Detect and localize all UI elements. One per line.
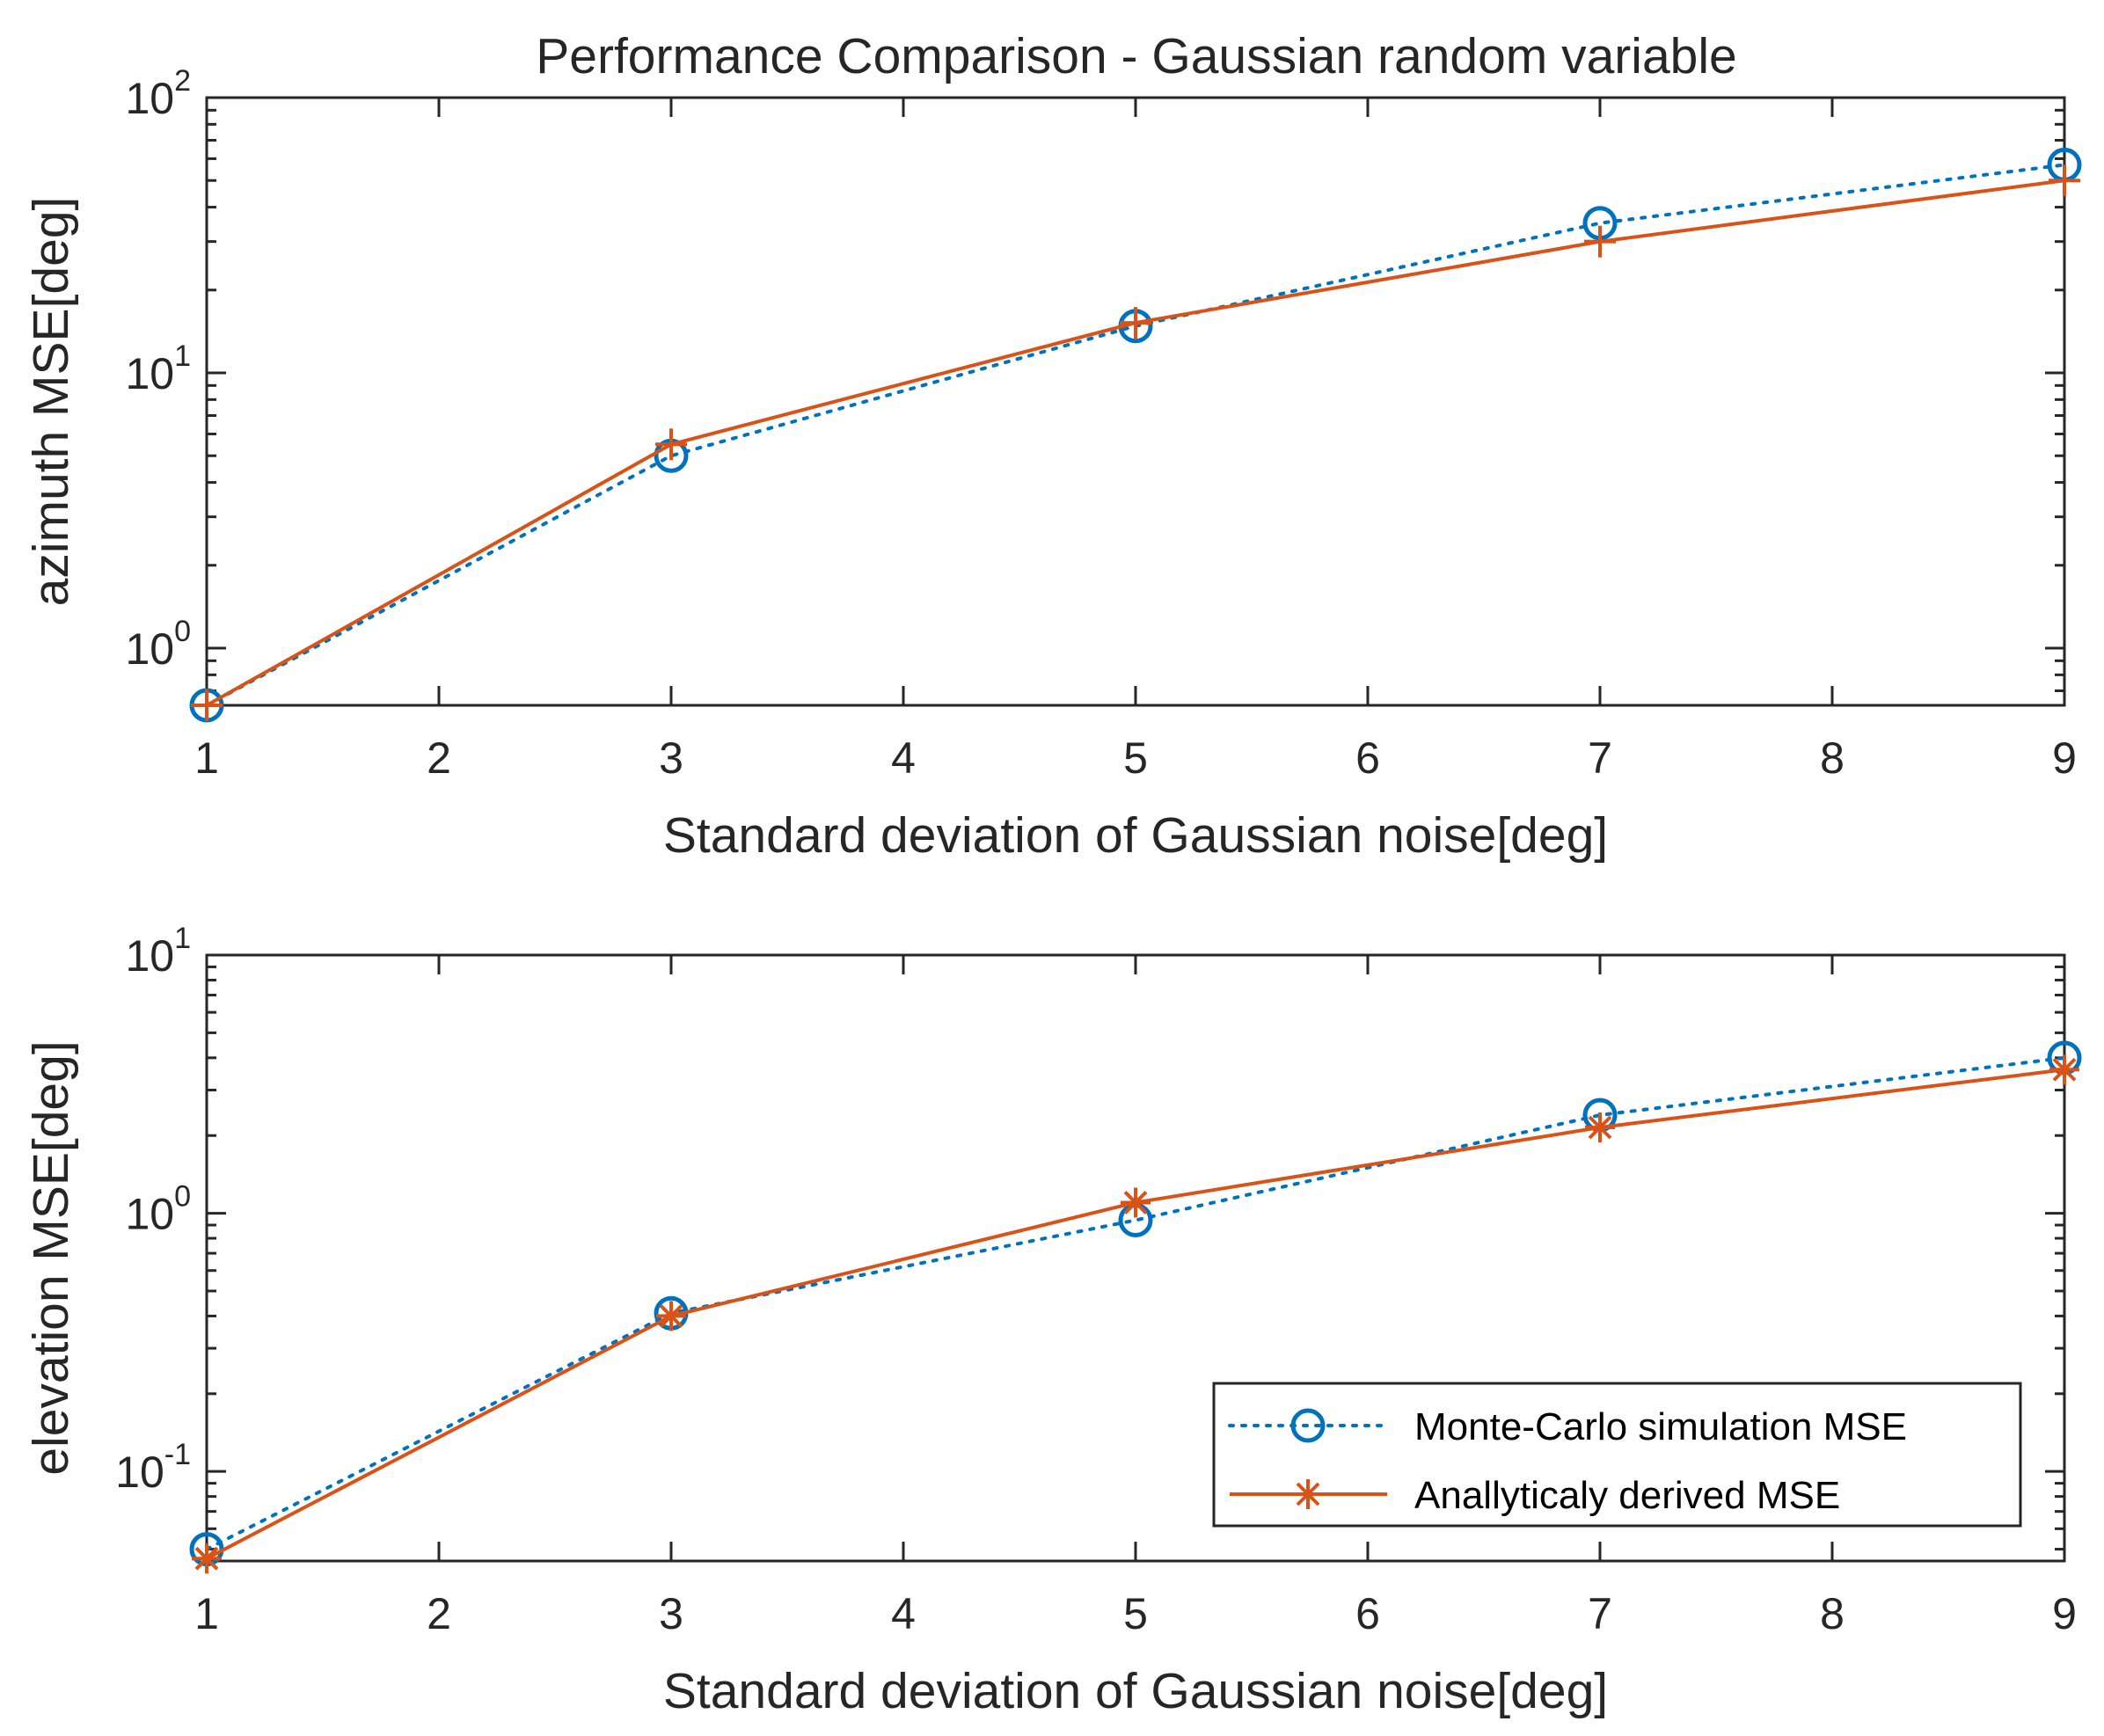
legend-label: Anallyticaly derived MSE	[1414, 1474, 1840, 1517]
data-point	[656, 1301, 686, 1331]
x-tick-label: 3	[659, 733, 683, 783]
series-line	[206, 179, 2065, 707]
data-point	[1585, 1112, 1615, 1142]
data-point	[192, 1543, 222, 1574]
axes-box	[205, 96, 2066, 707]
x-tick-label: 5	[1123, 733, 1148, 783]
y-axis-label: elevation MSE[deg]	[23, 1040, 79, 1475]
y-tick-exponent: 1	[174, 339, 191, 373]
x-tick-label: 1	[194, 733, 219, 783]
y-tick-base: 10	[125, 74, 174, 123]
legend-label: Monte-Carlo simulation MSE	[1414, 1405, 1907, 1448]
x-tick-label: 4	[891, 733, 916, 783]
y-tick-label: 101	[125, 339, 191, 398]
x-tick-label: 3	[659, 1589, 683, 1638]
data-point	[2049, 1054, 2079, 1085]
data-point	[191, 689, 223, 721]
x-tick-label: 8	[1820, 1589, 1845, 1638]
y-tick-exponent: 1	[174, 922, 191, 955]
x-tick-label: 8	[1820, 733, 1845, 783]
x-tick-label: 7	[1588, 1589, 1612, 1638]
y-tick-base: 10	[125, 1190, 174, 1239]
data-point	[2049, 164, 2080, 197]
data-point	[1121, 1187, 1151, 1218]
x-tick-label: 2	[427, 733, 451, 783]
x-tick-label: 4	[891, 1589, 916, 1638]
y-tick-exponent: 2	[174, 64, 191, 98]
x-tick-label: 7	[1588, 733, 1612, 783]
x-axis-label: Standard deviation of Gaussian noise[deg…	[663, 1663, 1608, 1719]
data-point	[1120, 307, 1151, 339]
x-tick-label: 1	[194, 1589, 219, 1638]
series-line	[205, 1055, 2066, 1551]
series-line	[205, 163, 2066, 707]
data-point	[1584, 225, 1616, 258]
x-tick-label: 5	[1123, 1589, 1148, 1638]
y-tick-base: 10	[125, 349, 174, 398]
x-tick-label: 6	[1355, 733, 1380, 783]
data-point	[655, 428, 687, 461]
y-tick-label: 10-1	[115, 1438, 191, 1497]
y-axis-label: azimuth MSE[deg]	[23, 197, 79, 607]
y-tick-label: 100	[125, 615, 191, 674]
x-tick-label: 6	[1355, 1589, 1380, 1638]
chart-title: Performance Comparison - Gaussian random…	[536, 28, 1736, 84]
y-tick-label: 102	[125, 64, 191, 123]
x-tick-label: 9	[2052, 1589, 2077, 1638]
legend-marker	[1290, 1408, 1326, 1443]
legend-marker	[1293, 1479, 1323, 1509]
y-tick-base: 10	[125, 624, 174, 674]
x-axis-label: Standard deviation of Gaussian noise[deg…	[663, 807, 1608, 864]
x-tick-label: 9	[2052, 733, 2077, 783]
y-tick-exponent: 0	[174, 615, 191, 648]
x-tick-label: 2	[427, 1589, 451, 1638]
y-tick-base: 10	[125, 931, 174, 981]
legend-box	[1212, 1382, 2022, 1528]
y-tick-exponent: 0	[174, 1180, 191, 1214]
y-tick-base: 10	[115, 1448, 164, 1497]
y-tick-label: 101	[125, 922, 191, 981]
y-tick-label: 100	[125, 1180, 191, 1239]
y-tick-exponent: -1	[164, 1438, 191, 1471]
